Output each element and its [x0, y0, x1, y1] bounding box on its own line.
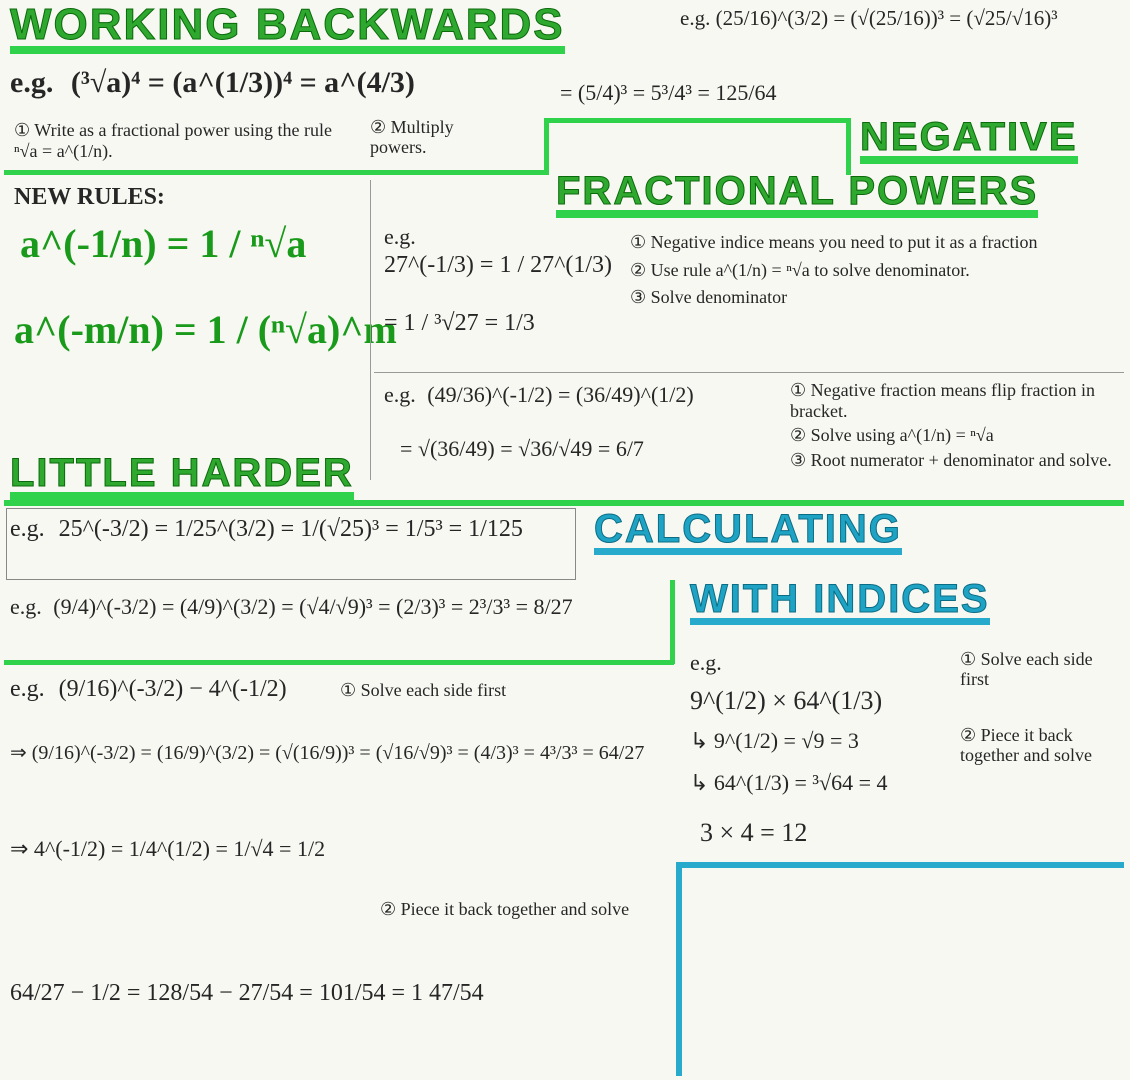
eq1: (³√a)⁴ = (a^(1/3))⁴ = a^(4/3) — [71, 66, 415, 99]
harder-eg3-note2: ② Piece it back together and solve — [380, 899, 629, 919]
title-calculating: CALCULATING — [594, 510, 902, 555]
new-rules-label: NEW RULES: — [14, 184, 165, 210]
blue-border-top — [676, 862, 1124, 868]
calc-line2: ↳ 9^(1/2) = √9 = 3 — [690, 728, 859, 753]
divider-top-green — [4, 170, 548, 175]
divider-green-eg2-v — [670, 580, 675, 664]
calc-line4: 3 × 4 = 12 — [700, 818, 807, 847]
title-negative: NEGATIVE — [860, 118, 1078, 164]
title-with-indices: WITH INDICES — [690, 580, 990, 625]
steps2-3: ③ Root numerator + denominator and solve… — [790, 450, 1120, 471]
title-working-backwards: WORKING BACKWARDS — [10, 4, 565, 54]
negfrac-eg2-label: e.g. — [384, 382, 416, 407]
rule2: a^(-m/n) = 1 / (ⁿ√a)^m — [14, 307, 397, 352]
calc-step2: ② Piece it back together and solve — [960, 726, 1120, 766]
eg1-label: e.g. — [10, 66, 53, 99]
eq2b: = (5/4)³ = 5³/4³ = 125/64 — [560, 80, 777, 105]
divider-vert-green-1 — [544, 118, 549, 175]
title-fractional-powers: FRACTIONAL POWERS — [556, 172, 1038, 218]
steps1-2: ② Use rule a^(1/n) = ⁿ√a to solve denomi… — [630, 260, 1110, 282]
negfrac-eg2-l1: (49/36)^(-1/2) = (36/49)^(1/2) — [427, 382, 693, 407]
box-eg1 — [6, 508, 576, 580]
steps1-1: ① Negative indice means you need to put … — [630, 232, 1110, 254]
divider-green-eg2 — [4, 660, 674, 665]
negfrac-eg1-l2: = 1 / ³√27 = 1/3 — [384, 310, 535, 336]
steps2-2: ② Solve using a^(1/n) = ⁿ√a — [790, 425, 1120, 446]
harder-eg3-l2: ⇒ (9/16)^(-3/2) = (16/9)^(3/2) = (√(16/9… — [10, 742, 644, 764]
note1: ① Write as a fractional power using the … — [14, 120, 332, 161]
calc-line1: 9^(1/2) × 64^(1/3) — [690, 686, 882, 715]
divider-green-bottom — [4, 500, 1124, 506]
harder-eg3-label: e.g. — [10, 676, 45, 702]
negfrac-eg1-label: e.g. — [384, 224, 416, 249]
calc-eg-label: e.g. — [690, 650, 722, 675]
negfrac-eg1-l1: 27^(-1/3) = 1 / 27^(1/3) — [384, 252, 612, 278]
note2: ② Multiply powers. — [370, 117, 454, 157]
divider-mid-green — [544, 118, 850, 123]
harder-eg3-l1: (9/16)^(-3/2) − 4^(-1/2) — [59, 676, 287, 702]
divider-vert-green-2 — [846, 118, 851, 175]
harder-eg2: (9/4)^(-3/2) = (4/9)^(3/2) = (√4/√9)³ = … — [53, 594, 572, 619]
steps2-1: ① Negative fraction means flip fraction … — [790, 380, 1120, 421]
negfrac-eg2-l2: = √(36/49) = √36/√49 = 6/7 — [400, 436, 644, 461]
rule1: a^(-1/n) = 1 / ⁿ√a — [20, 221, 306, 266]
eq2a: (25/16)^(3/2) = (√(25/16))³ = (√25/√16)³ — [716, 6, 1058, 30]
harder-eg2-label: e.g. — [10, 594, 42, 619]
calc-line3: ↳ 64^(1/3) = ³√64 = 4 — [690, 770, 888, 795]
harder-eg3-l3: ⇒ 4^(-1/2) = 1/4^(1/2) = 1/√4 = 1/2 — [10, 836, 325, 861]
steps1-3: ③ Solve denominator — [630, 287, 1110, 309]
divider-thin-1 — [370, 180, 371, 480]
harder-eg3-l4: 64/27 − 1/2 = 128/54 − 27/54 = 101/54 = … — [10, 980, 484, 1006]
divider-thin-2 — [374, 372, 1124, 373]
eg2-label: e.g. — [680, 6, 710, 30]
blue-border-left — [676, 862, 682, 1076]
calc-step1: ① Solve each side first — [960, 650, 1120, 690]
harder-eg3-note1: ① Solve each side first — [340, 680, 506, 700]
title-little-harder: LITTLE HARDER — [10, 454, 354, 500]
